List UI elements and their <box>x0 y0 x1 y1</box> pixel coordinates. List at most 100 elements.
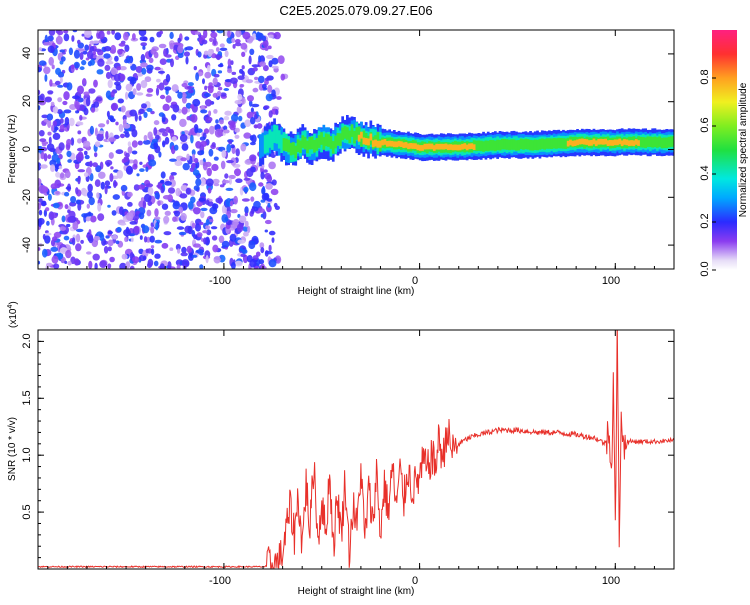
signal-cell <box>444 143 448 150</box>
noise-cell <box>50 246 58 252</box>
signal-cell <box>486 140 490 152</box>
noise-cell <box>180 212 187 221</box>
noise-cell <box>140 54 146 62</box>
noise-cell <box>200 149 205 155</box>
noise-cell <box>73 61 80 69</box>
noise-cell <box>236 223 244 233</box>
noise-cell <box>48 56 54 66</box>
noise-cell <box>193 185 200 191</box>
noise-cell <box>153 260 159 267</box>
noise-cell <box>120 184 128 192</box>
noise-cell <box>165 73 171 83</box>
noise-cell <box>154 192 160 200</box>
noise-cell <box>138 30 147 37</box>
noise-cell <box>82 78 86 85</box>
noise-cell <box>191 162 196 169</box>
noise-cell <box>146 88 154 93</box>
noise-cell <box>94 127 98 137</box>
noise-cell <box>86 203 91 209</box>
noise-cell <box>273 31 281 40</box>
signal-cell <box>397 140 401 147</box>
signal-cell <box>609 140 612 146</box>
signal-cell <box>594 140 598 147</box>
noise-cell <box>260 213 264 218</box>
noise-cell <box>124 236 128 243</box>
signal-cell <box>383 139 387 145</box>
noise-cell <box>89 46 95 52</box>
noise-cell <box>75 101 80 110</box>
noise-cell <box>64 204 69 210</box>
noise-cell <box>267 84 273 93</box>
noise-cell <box>97 58 105 67</box>
signal-cell <box>599 138 603 145</box>
noise-cell <box>175 243 181 251</box>
noise-cell <box>171 136 177 142</box>
noise-cell <box>79 52 84 60</box>
noise-cell <box>177 248 181 254</box>
noise-cell <box>132 163 138 170</box>
noise-cell <box>120 133 125 139</box>
noise-cell <box>250 117 256 125</box>
noise-cell <box>149 235 155 243</box>
noise-cell <box>88 235 94 244</box>
noise-cell <box>159 58 167 65</box>
noise-cell <box>95 165 102 173</box>
noise-cell <box>251 103 260 108</box>
noise-cell <box>141 67 147 75</box>
noise-cell <box>213 73 220 78</box>
signal-cell <box>576 139 579 146</box>
noise-cell <box>158 151 162 158</box>
noise-cell <box>120 105 126 113</box>
signal-cell <box>411 143 415 149</box>
signal-cell <box>510 139 514 150</box>
signal-cell <box>646 136 650 147</box>
noise-cell <box>158 128 167 133</box>
noise-cell <box>267 202 271 208</box>
noise-cell <box>84 150 88 156</box>
noise-cell <box>115 240 120 245</box>
noise-cell <box>111 30 115 35</box>
noise-cell <box>234 39 241 44</box>
noise-cell <box>207 64 211 73</box>
noise-cell <box>195 72 200 81</box>
noise-cell <box>145 93 153 97</box>
signal-cell <box>451 144 455 151</box>
noise-cell <box>212 37 217 46</box>
noise-cell <box>83 172 89 178</box>
signal-cell <box>432 145 436 151</box>
noise-cell <box>268 259 277 268</box>
noise-cell <box>212 244 219 253</box>
noise-cell <box>75 110 80 114</box>
noise-cell <box>116 226 122 233</box>
noise-cell <box>208 82 213 87</box>
noise-cell <box>103 53 111 59</box>
noise-cell <box>131 129 138 138</box>
noise-cell <box>90 215 97 223</box>
noise-cell <box>260 171 265 180</box>
noise-cell <box>206 167 212 177</box>
noise-cell <box>237 75 245 80</box>
noise-cell <box>186 245 192 253</box>
noise-cell <box>79 66 85 71</box>
noise-cell <box>253 113 258 120</box>
noise-cell <box>266 204 272 213</box>
noise-cell <box>249 135 254 141</box>
noise-cell <box>110 44 117 54</box>
noise-cell <box>46 113 54 121</box>
bottom-y-multiplier: (x104) <box>7 301 19 328</box>
noise-cell <box>48 136 52 145</box>
signal-cell <box>475 140 478 152</box>
noise-cell <box>203 237 207 245</box>
noise-cell <box>213 156 219 161</box>
noise-cell <box>263 169 268 173</box>
signal-cell <box>268 129 272 148</box>
noise-cell <box>79 114 83 121</box>
noise-cell <box>89 125 94 135</box>
signal-cell <box>454 144 457 151</box>
noise-cell <box>250 196 255 202</box>
signal-cell <box>313 140 316 153</box>
noise-cell <box>247 225 251 234</box>
noise-cell <box>219 43 225 48</box>
noise-cell <box>182 162 190 171</box>
noise-cell <box>82 140 91 148</box>
